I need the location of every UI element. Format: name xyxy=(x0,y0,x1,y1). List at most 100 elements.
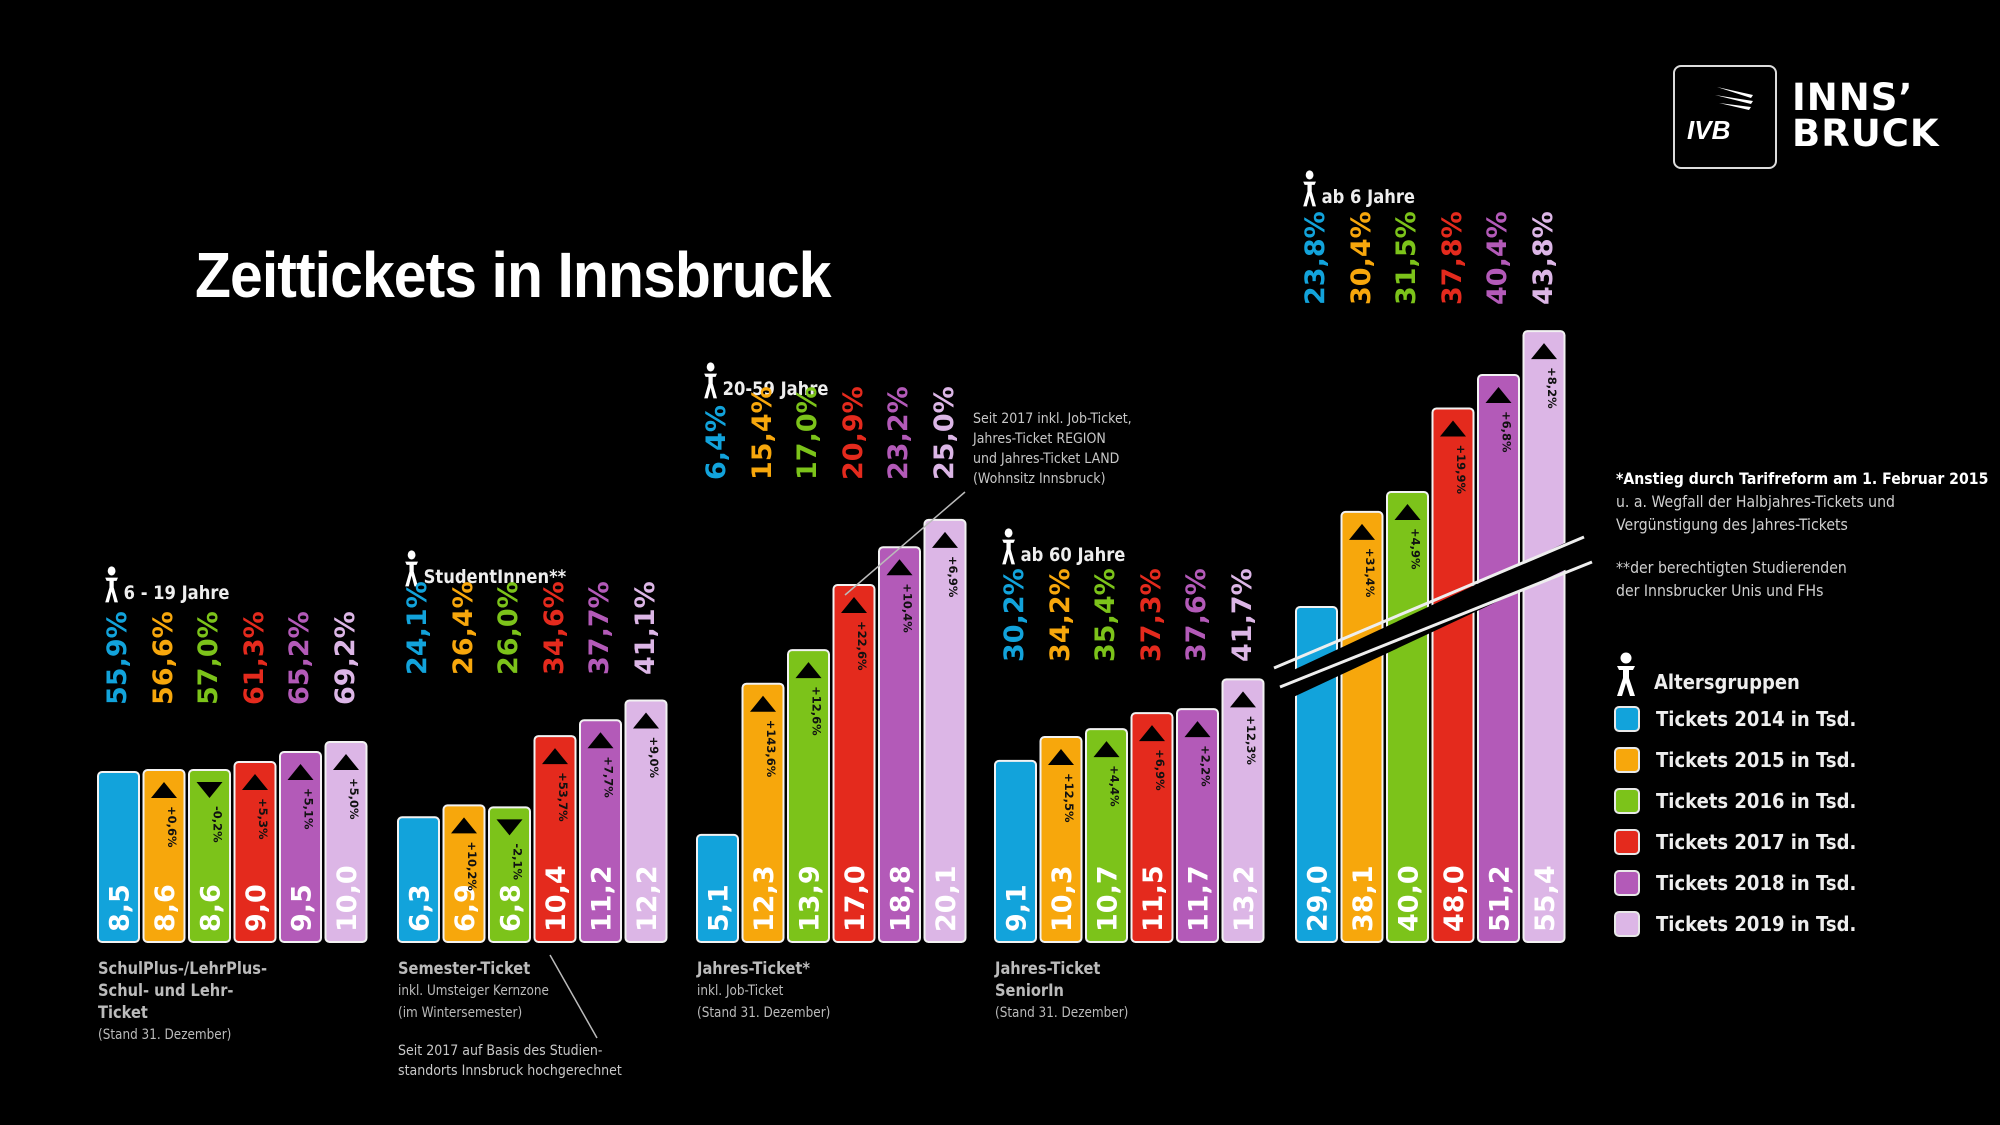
bar-value-label: 55,4 xyxy=(1530,865,1561,932)
age-group-label: ab 60 Jahre xyxy=(1000,528,1125,566)
share-label: 37,8% xyxy=(1436,211,1468,305)
person-icon xyxy=(105,566,118,603)
share-label: 37,7% xyxy=(584,581,615,675)
change-label: +5,1% xyxy=(302,788,316,830)
legend-item: Tickets 2016 in Tsd. xyxy=(1614,780,1879,821)
change-label: +19,9% xyxy=(1454,444,1468,494)
person-icon xyxy=(704,362,717,399)
bar-2015 xyxy=(741,682,785,943)
bar-value-label: 13,9 xyxy=(795,865,826,932)
group-caption: Jahres-Ticket SeniorIn (Stand 31. Dezember… xyxy=(995,958,1128,1024)
group-caption: SchulPlus-/LehrPlus- Schul- und Lehr- Tick… xyxy=(98,958,267,1046)
share-label: 17,0% xyxy=(792,386,823,480)
legend-label: Tickets 2018 in Tsd. xyxy=(1656,870,1857,895)
axis-break-line xyxy=(1273,535,1585,670)
age-group-text: ab 6 Jahre xyxy=(1321,186,1415,208)
change-label: -0,2% xyxy=(211,806,225,843)
bar-2019 xyxy=(624,699,668,943)
bar-value-label: 51,2 xyxy=(1485,865,1516,932)
arrow-down-icon xyxy=(496,819,523,836)
change-label: +12,6% xyxy=(810,686,824,736)
arrow-up-icon xyxy=(242,774,268,790)
bar-2015 xyxy=(1039,736,1083,944)
change-label: +143,6% xyxy=(764,720,778,778)
bar-group: 9,1 10,3 +12,5% 10,7 +4,4% 11,5 +6,9% 11,7 +2,2%… xyxy=(994,678,1265,944)
caption-title: Semester-Ticket xyxy=(398,959,531,979)
caption-sub: (im Wintersemester) xyxy=(398,1005,523,1021)
brand-line-2: BRUCK xyxy=(1792,112,1940,155)
bar-2019 xyxy=(923,518,967,944)
legend-header: Altersgruppen xyxy=(1614,646,1879,698)
legend-item: Tickets 2017 in Tsd. xyxy=(1614,821,1879,862)
bar-2014 xyxy=(696,833,739,944)
legend: Altersgruppen Tickets 2014 in Tsd. Ticket… xyxy=(1614,646,1879,944)
bar-value-label: 48,0 xyxy=(1439,865,1470,932)
arrow-up-icon xyxy=(1230,691,1256,708)
caption-title: Jahres-Ticket* xyxy=(697,959,810,979)
legend-label: Tickets 2015 in Tsd. xyxy=(1656,747,1857,772)
person-icon xyxy=(1617,652,1635,696)
bar-value-label: 8,6 xyxy=(196,884,227,932)
bar-2017 xyxy=(1130,712,1174,944)
change-label: +9,0% xyxy=(647,736,661,778)
bar-2017 xyxy=(233,761,277,943)
bar-value-label: 9,5 xyxy=(287,884,318,932)
bar-value-label: 38,1 xyxy=(1348,865,1379,932)
bar-group: 5,1 12,3 +143,6% 13,9 +12,6% 17,0 +22,6% 18,8 +1… xyxy=(696,518,967,944)
arrow-up-icon xyxy=(1440,420,1466,437)
share-label: 34,2% xyxy=(1044,568,1076,662)
share-label: 23,8% xyxy=(1300,211,1331,305)
bar-value-label: 12,2 xyxy=(632,865,663,932)
bar-2018 xyxy=(878,546,921,943)
bar-2018 xyxy=(1477,374,1520,943)
ivb-logo: IVB xyxy=(1673,65,1777,169)
person-icon xyxy=(1303,170,1316,207)
bar-2018 xyxy=(579,719,622,943)
share-label: 26,0% xyxy=(493,581,524,675)
bar-2018 xyxy=(1176,708,1219,943)
legend-label: Tickets 2019 in Tsd. xyxy=(1656,911,1857,936)
change-label: +0,6% xyxy=(165,806,179,848)
arrow-up-icon xyxy=(1139,725,1165,742)
legend-swatch xyxy=(1614,705,1640,732)
bar-2017 xyxy=(1431,407,1475,943)
bar-value-label: 29,0 xyxy=(1303,865,1334,932)
change-label: +4,9% xyxy=(1409,528,1423,570)
share-label: 43,8% xyxy=(1527,211,1559,305)
legend-title: Altersgruppen xyxy=(1654,670,1800,694)
semester-note: Seit 2017 auf Basis des Studien-standort… xyxy=(398,1041,622,1081)
legend-item: Tickets 2018 in Tsd. xyxy=(1614,862,1879,903)
share-label: 41,1% xyxy=(629,581,661,675)
legend-label: Tickets 2014 in Tsd. xyxy=(1656,706,1857,731)
change-label: +7,7% xyxy=(602,756,616,798)
share-label: 35,4% xyxy=(1090,568,1121,662)
share-label: 40,4% xyxy=(1482,211,1513,305)
arrow-up-icon xyxy=(287,764,314,780)
change-label: +12,3% xyxy=(1244,715,1258,765)
bar-value-label: 11,5 xyxy=(1138,865,1169,932)
share-label: 24,1% xyxy=(402,581,433,675)
bar-2016 xyxy=(1085,728,1128,943)
caption-sub: inkl. Job-Ticket xyxy=(697,983,784,999)
arrow-up-icon xyxy=(1349,523,1375,540)
page-title: Zeittickets in Innsbruck xyxy=(195,239,831,311)
note-line: Seit 2017 inkl. Job-Ticket, xyxy=(973,411,1132,427)
bar-group: 6,3 6,9+10,2% 6,8 -2,1% 10,4 +53,7% 11,2 +7,7% 1… xyxy=(397,699,668,944)
logo-mark: IVB xyxy=(1687,115,1731,145)
share-label: 6,4% xyxy=(701,405,732,480)
caption-title: Jahres-Ticket xyxy=(995,959,1101,979)
bar-2015 xyxy=(1340,510,1384,943)
bar-value-label: 11,2 xyxy=(587,865,618,932)
share-label: 57,0% xyxy=(193,611,224,705)
share-label: 65,2% xyxy=(284,611,315,705)
note-line: (Wohnsitz Innsbruck) xyxy=(973,471,1106,487)
caption-title: SeniorIn xyxy=(995,981,1064,1001)
share-label: 20,9% xyxy=(837,386,869,480)
arrow-up-icon xyxy=(886,559,913,576)
bar-2016 xyxy=(787,649,830,943)
change-label: +5,3% xyxy=(256,798,270,840)
change-label: +4,4% xyxy=(1108,765,1122,807)
person-icon xyxy=(1002,528,1015,565)
arrow-up-icon xyxy=(932,531,958,548)
arrow-up-icon xyxy=(1394,504,1421,521)
